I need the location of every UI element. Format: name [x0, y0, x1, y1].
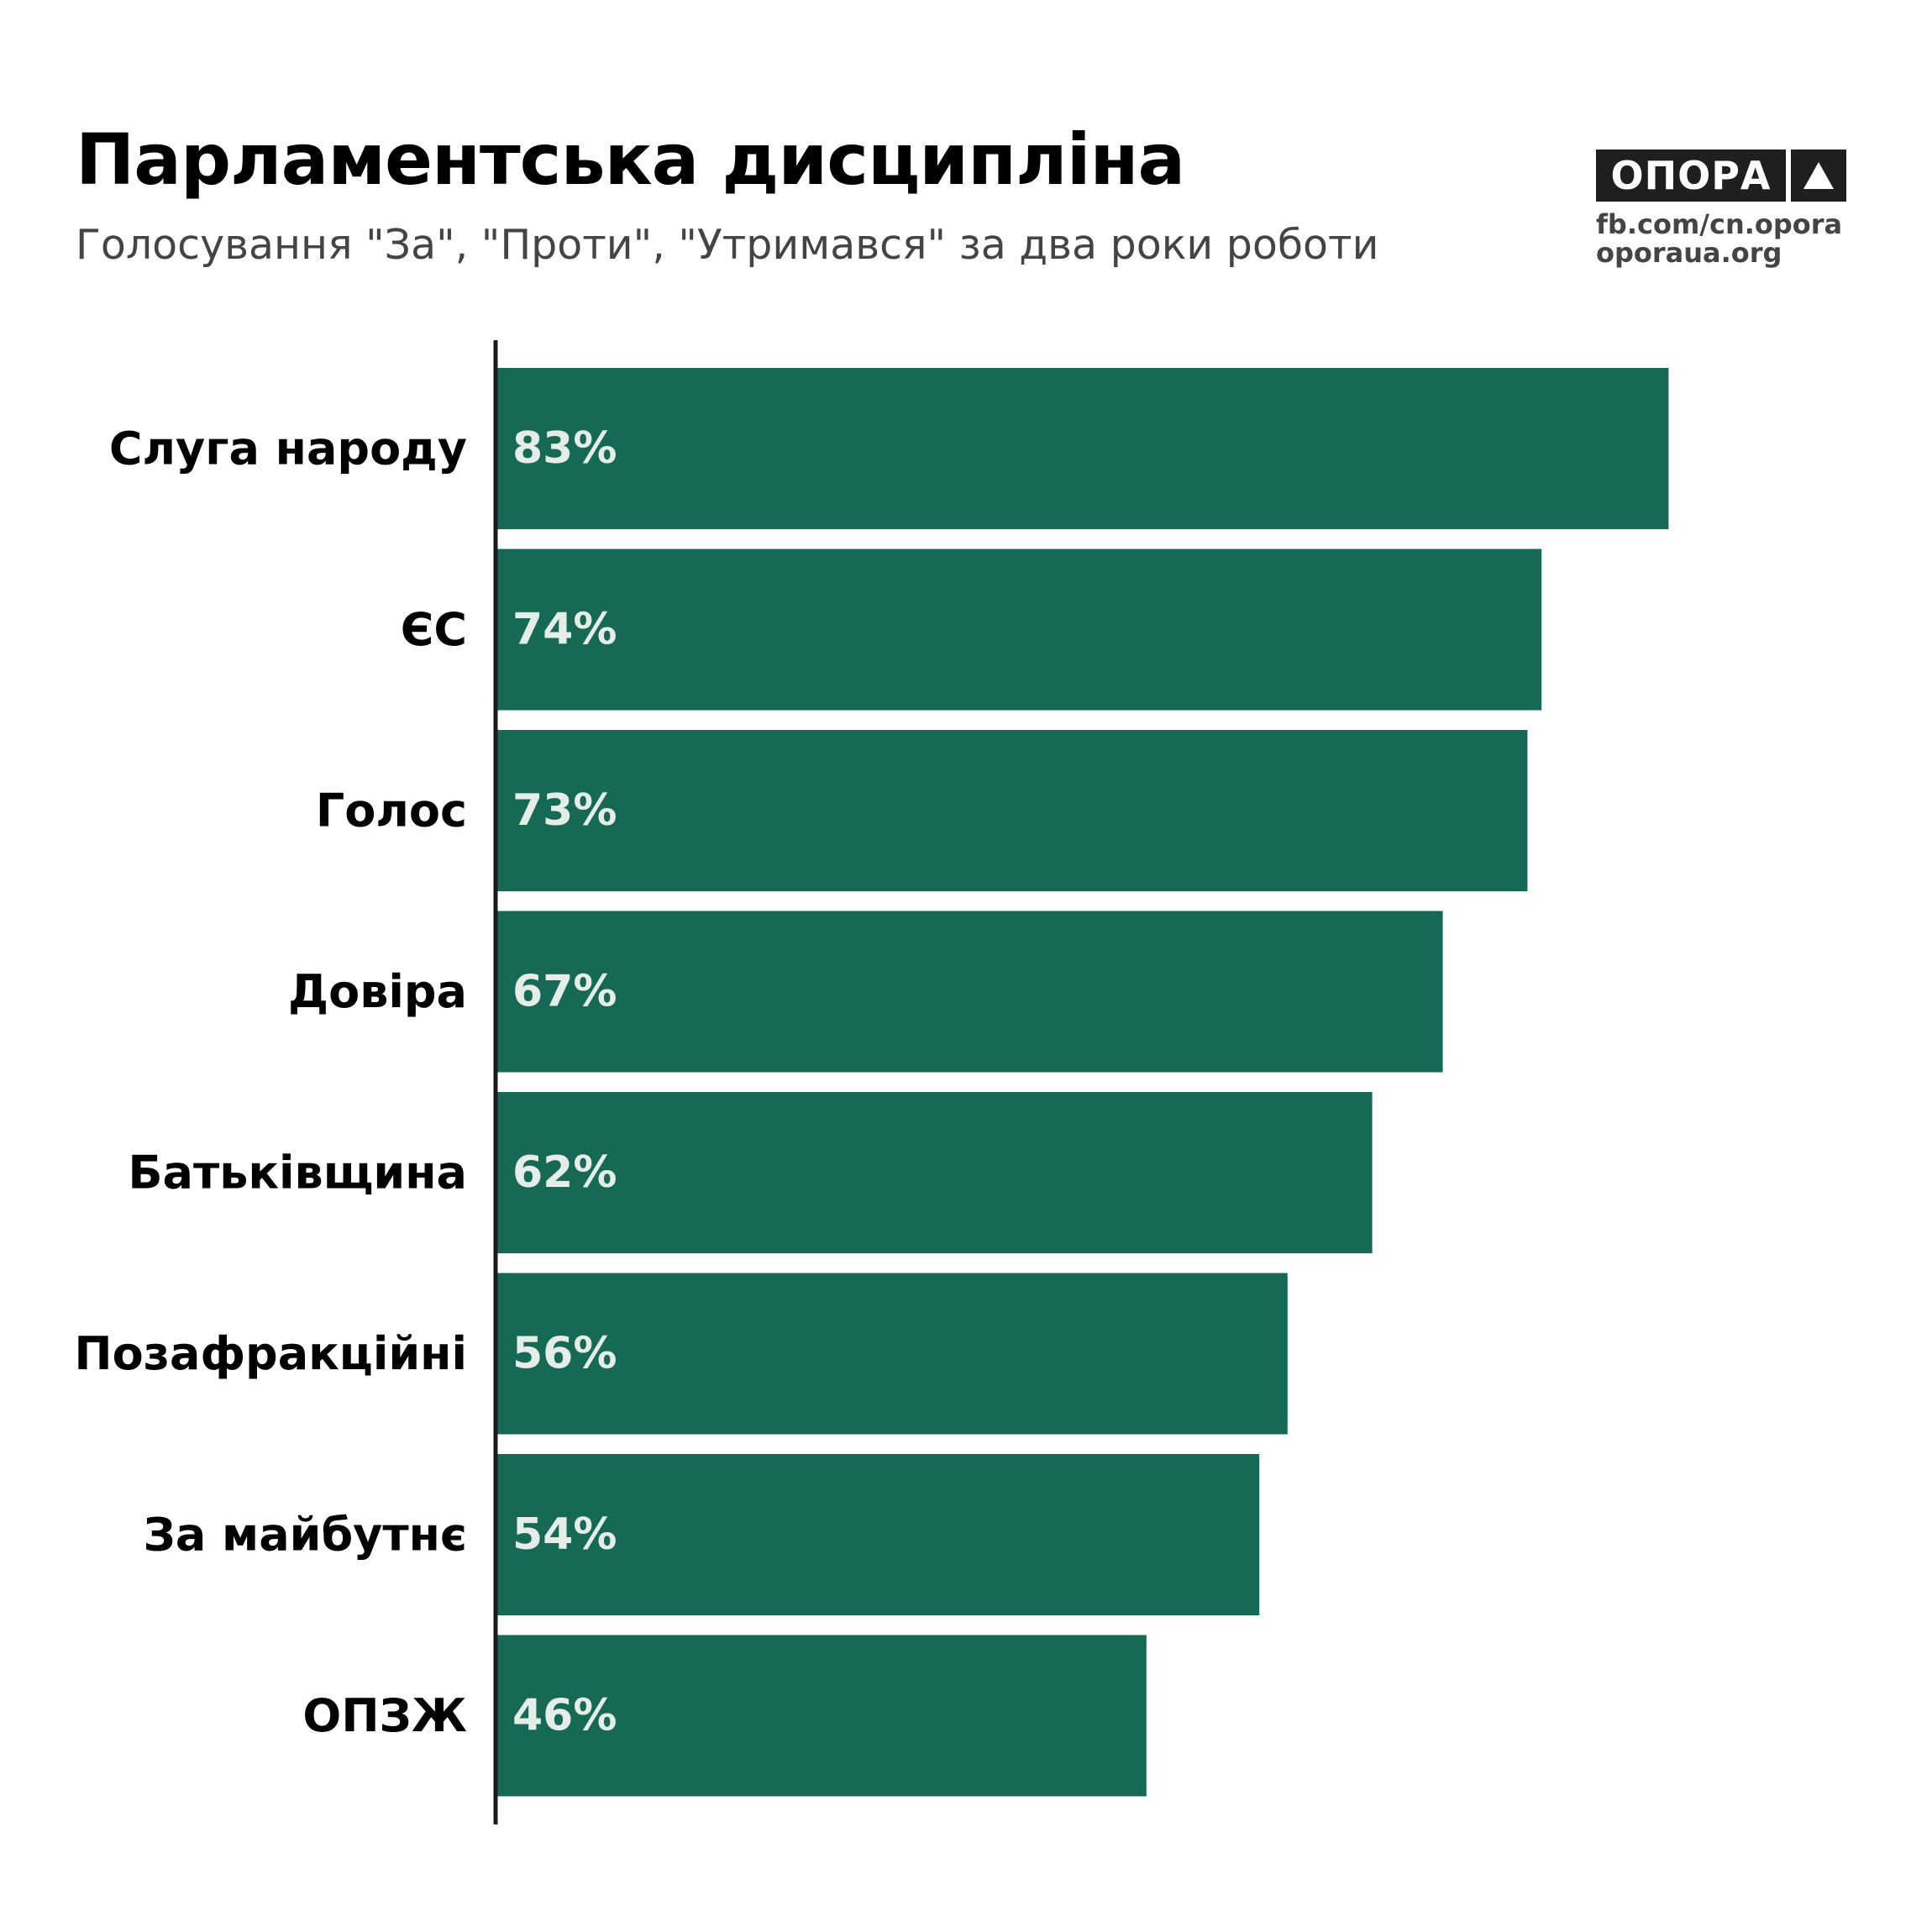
value-label-8: 46% — [512, 1691, 617, 1741]
logo-wordmark: ОПОРА — [1596, 150, 1786, 202]
value-label-2: 74% — [512, 605, 617, 655]
bar-7 — [497, 1454, 1260, 1615]
value-label-7: 54% — [512, 1509, 617, 1560]
category-label-5: Батьківщина — [128, 1147, 467, 1200]
value-label-3: 73% — [512, 785, 617, 836]
value-label-5: 62% — [512, 1147, 617, 1198]
bar-1 — [497, 368, 1669, 529]
triangle-icon — [1791, 150, 1846, 202]
category-label-7: За майбутнє — [143, 1509, 467, 1562]
opora-logo[interactable]: ОПОРА — [1596, 150, 1846, 202]
category-label-2: ЄС — [401, 603, 467, 656]
logo-separator — [1786, 150, 1791, 202]
bar-2 — [497, 549, 1542, 711]
value-label-1: 83% — [512, 423, 617, 474]
value-label-6: 56% — [512, 1329, 617, 1379]
value-label-4: 67% — [512, 967, 617, 1017]
bar-4 — [497, 911, 1443, 1073]
category-label-8: ОПЗЖ — [302, 1689, 467, 1742]
category-label-3: Голос — [316, 785, 467, 837]
bar-6 — [497, 1273, 1288, 1435]
bar-8 — [497, 1635, 1147, 1797]
bar-3 — [497, 730, 1528, 891]
facebook-link[interactable]: fb.com/cn.opora — [1596, 208, 1843, 240]
website-link[interactable]: oporaua.org — [1596, 237, 1782, 269]
category-label-4: Довіра — [288, 965, 467, 1018]
page-subtitle: Голосування "За", "Проти", "Утримався" з… — [76, 221, 1379, 269]
page-title: Парламентська дисципліна — [76, 118, 1185, 201]
category-label-1: Слуга народу — [109, 423, 467, 475]
bar-5 — [497, 1092, 1373, 1253]
category-label-6: Позафракційні — [74, 1327, 467, 1380]
